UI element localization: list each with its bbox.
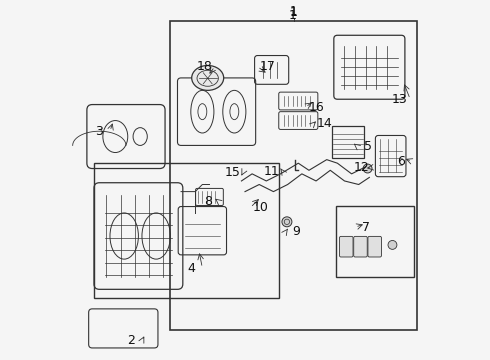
Ellipse shape	[388, 240, 397, 249]
Text: 15: 15	[224, 166, 241, 179]
Text: 3: 3	[96, 125, 103, 138]
Ellipse shape	[192, 66, 223, 90]
Ellipse shape	[363, 164, 372, 173]
Text: 9: 9	[293, 225, 300, 238]
Text: 1: 1	[290, 6, 298, 19]
Bar	[336, 206, 414, 277]
Text: 7: 7	[362, 221, 370, 234]
Text: 10: 10	[253, 201, 269, 214]
Text: 1: 1	[290, 5, 297, 18]
Text: 14: 14	[317, 117, 333, 130]
Bar	[332, 126, 364, 158]
Text: 1: 1	[289, 9, 297, 22]
Text: 16: 16	[308, 100, 324, 113]
FancyBboxPatch shape	[354, 237, 367, 257]
Text: 18: 18	[196, 60, 212, 73]
Text: 2: 2	[127, 334, 135, 347]
Bar	[171, 21, 417, 330]
Text: 12: 12	[354, 161, 369, 174]
Text: 8: 8	[204, 195, 212, 208]
Text: 13: 13	[392, 93, 407, 106]
Bar	[94, 163, 279, 298]
Text: 17: 17	[260, 60, 276, 73]
FancyBboxPatch shape	[368, 237, 381, 257]
Text: 11: 11	[264, 165, 279, 177]
Text: 5: 5	[364, 140, 371, 153]
FancyBboxPatch shape	[340, 237, 353, 257]
Ellipse shape	[282, 217, 292, 227]
Text: 4: 4	[188, 261, 196, 275]
Text: 6: 6	[397, 155, 405, 168]
